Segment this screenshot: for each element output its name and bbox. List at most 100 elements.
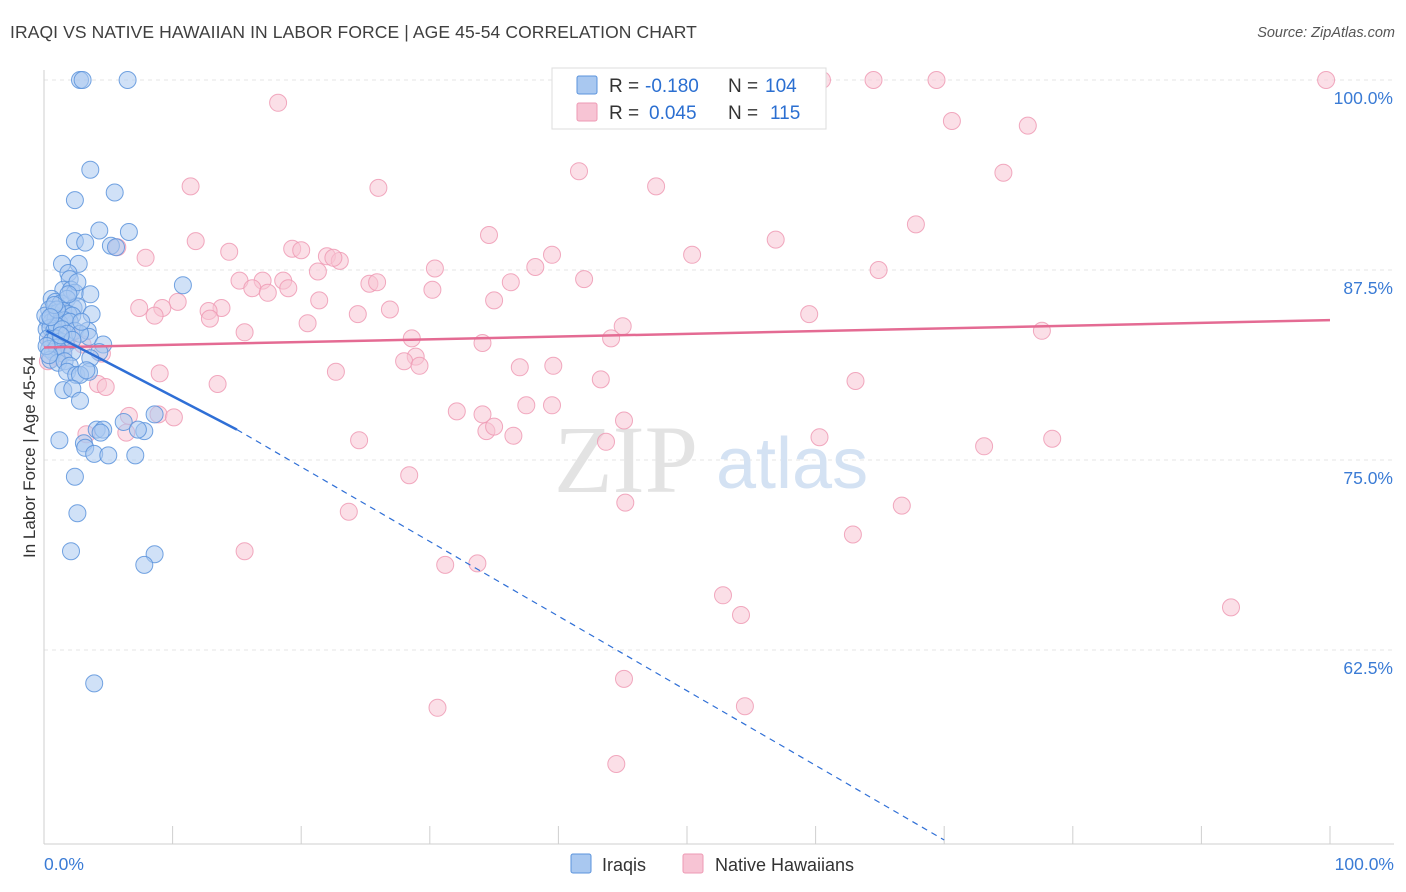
native-hawaiian-point [892,496,911,515]
native-hawaiian-point [480,226,498,244]
iraqi-point [105,183,124,202]
native-hawaiian-point [591,370,610,389]
iraqi-point [119,223,138,241]
iraqi-point [40,346,59,365]
native-hawaiian-point [181,177,200,196]
legend-native-hawaiians-swatch [682,853,704,874]
hawaiian-swatch [576,102,598,122]
native-hawaiian-point [150,364,169,383]
trend-lines [43,318,1331,841]
iraqi-point [81,285,100,304]
y-tick-labels: 100.0% 87.5% 75.0% 62.5% [1334,88,1393,678]
native-hawaiian-point [597,432,615,451]
native-hawaiian-point [310,291,329,310]
y-axis-title: In Labor Force | Age 45-54 [20,356,39,558]
native-hawaiian-point [942,112,961,130]
iraqi-point [68,273,87,292]
native-hawaiian-point [543,396,561,415]
series-legend: Iraqis Native Hawaiians [570,853,854,875]
native-hawaiian-point [869,261,888,279]
native-hawaiian-point [615,669,633,688]
iraqi-point [90,221,109,240]
hawaiian-r-value: 0.045 [649,103,697,124]
native-hawaiian-point [616,493,635,512]
native-hawaiian-point [575,270,594,289]
x-tick-label-max: 100.0% [1335,854,1394,874]
native-hawaiian-point [410,356,429,375]
iraqi-point [114,413,133,431]
iraqi-point [91,423,110,442]
native-hawaiian-point [425,259,444,278]
iraqi-point [65,467,84,486]
native-hawaiian-trend-line [43,318,1331,349]
native-hawaiian-point [186,232,205,251]
native-hawaiian-point [766,230,785,249]
iraqi-point [76,233,95,252]
native-hawaiian-point [258,283,277,302]
watermark-atlas: atlas [716,424,868,504]
iraqi-point [145,405,164,424]
native-hawaiian-point [269,93,288,112]
iraqi-r-label: R = [609,76,639,97]
y-tick-label: 87.5% [1343,278,1393,298]
native-hawaiian-point [683,245,702,264]
source-credit: Source: ZipAtlas.com [1257,25,1395,41]
iraqi-point [77,361,96,380]
native-hawaiian-point [380,300,399,319]
legend-native-hawaiians-label: Native Hawaiians [715,855,854,875]
iraqi-point [71,391,89,410]
iraqi-n-label: N = [728,76,758,97]
native-hawaiian-point [526,258,545,276]
native-hawaiian-point [927,71,946,89]
native-hawaiian-point [235,323,254,342]
native-hawaiian-point [350,431,369,450]
iraqi-point [73,71,92,89]
native-hawaiian-point [326,362,345,381]
native-hawaiian-point [570,162,588,181]
y-tick-label: 62.5% [1343,658,1393,678]
native-hawaiian-point [543,245,561,264]
native-hawaiian-point [501,273,520,292]
iraqi-trend-line [45,329,238,431]
native-hawaiian-point [1043,429,1062,448]
native-hawaiian-point [96,378,115,396]
legend-iraqis-swatch [570,853,592,874]
axes [43,70,1394,845]
native-hawaiian-point [843,525,862,544]
native-hawaiian-point [243,279,262,298]
native-hawaiian-point [369,178,388,197]
hawaiian-r-label: R = [609,103,639,124]
iraqi-trend-extension [236,429,945,841]
native-hawaiian-point [975,437,994,456]
iraqi-point [107,238,125,257]
native-hawaiian-point [864,71,883,89]
native-hawaiian-point [292,241,311,260]
native-hawaiian-point [544,356,563,375]
iraqi-point [126,446,145,465]
native-hawaiian-point [423,280,442,299]
iraqi-point [173,276,192,295]
iraqi-point [65,191,84,210]
iraqi-points [36,71,192,693]
native-hawaiian-point [1018,116,1037,135]
iraqi-point [135,555,154,574]
native-hawaiian-point [994,163,1013,182]
native-hawaiian-point [220,242,239,261]
iraqi-point [41,308,60,327]
native-hawaiian-point [800,305,819,324]
native-hawaiian-point [485,417,504,436]
native-hawaiian-point [732,606,750,624]
native-hawaiian-point [735,697,754,716]
iraqi-point [81,160,100,179]
grid [44,79,1394,651]
native-hawaiian-point [395,352,414,371]
iraqi-point [128,420,147,439]
iraqi-point [50,431,69,450]
native-hawaiian-point [136,248,155,267]
native-hawaiian-point [200,309,219,328]
y-tick-label: 75.0% [1343,468,1393,488]
iraqi-point [85,674,104,693]
native-hawaiian-point [279,279,298,298]
native-hawaiian-point [485,291,504,310]
x-ticks [43,826,1331,844]
